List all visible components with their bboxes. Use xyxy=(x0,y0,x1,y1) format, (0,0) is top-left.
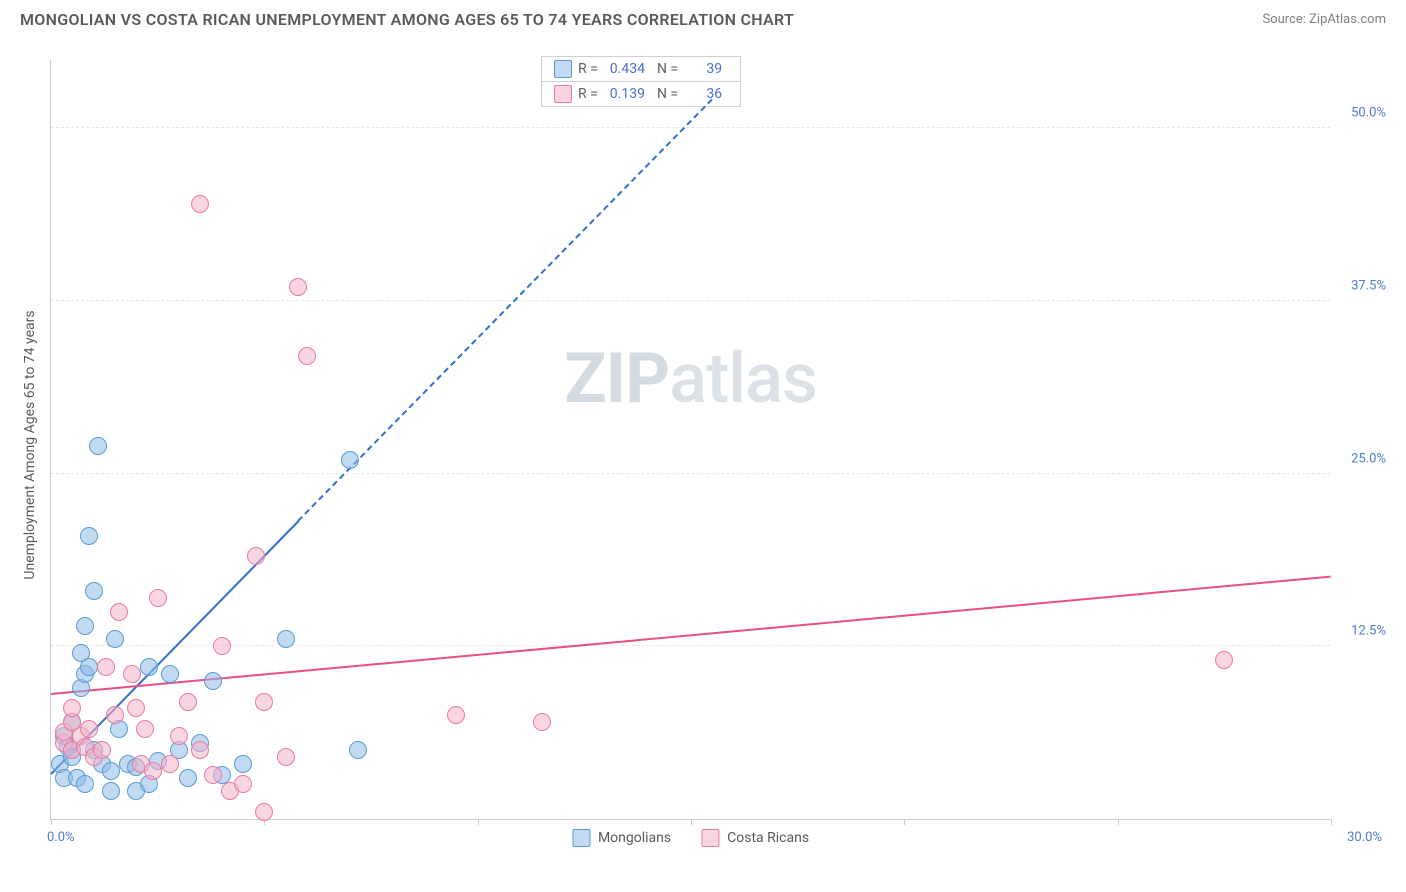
x-tick-mark xyxy=(904,819,905,825)
data-point-pink xyxy=(149,589,167,607)
r-label: R = xyxy=(578,86,598,102)
data-point-pink xyxy=(533,713,551,731)
legend-label: Costa Ricans xyxy=(727,830,809,846)
data-point-pink xyxy=(123,665,141,683)
plot-area: ZIPatlas R = 0.434 N = 39 R = 0.139 N = … xyxy=(50,60,1330,820)
y-tick-label: 25.0% xyxy=(1351,451,1386,466)
x-tick-mark xyxy=(51,819,52,825)
data-point-blue xyxy=(234,755,252,773)
data-point-pink xyxy=(63,699,81,717)
data-point-blue xyxy=(80,658,98,676)
data-point-pink xyxy=(204,766,222,784)
swatch-blue-icon xyxy=(554,60,572,78)
data-point-blue xyxy=(204,672,222,690)
data-point-pink xyxy=(80,720,98,738)
x-tick-mark xyxy=(1118,819,1119,825)
watermark: ZIPatlas xyxy=(564,338,817,420)
chart-container: Unemployment Among Ages 65 to 74 years Z… xyxy=(50,50,1380,840)
y-axis-label: Unemployment Among Ages 65 to 74 years xyxy=(22,310,38,579)
swatch-pink-icon xyxy=(554,85,572,103)
gridline xyxy=(51,300,1330,301)
data-point-blue xyxy=(80,527,98,545)
data-point-pink xyxy=(106,706,124,724)
data-point-pink xyxy=(1215,651,1233,669)
n-label: N = xyxy=(657,61,678,77)
data-point-pink xyxy=(127,699,145,717)
watermark-bold: ZIP xyxy=(564,338,669,420)
r-label: R = xyxy=(578,61,598,77)
data-point-pink xyxy=(255,803,273,821)
swatch-blue-icon xyxy=(572,829,590,847)
r-value-pink: 0.139 xyxy=(604,86,651,102)
trendline-pink xyxy=(51,575,1331,694)
data-point-pink xyxy=(144,762,162,780)
data-point-pink xyxy=(136,720,154,738)
gridline xyxy=(51,473,1330,474)
x-tick-mark xyxy=(1331,819,1332,825)
source-label: Source: xyxy=(1262,12,1305,27)
n-value-blue: 39 xyxy=(684,61,728,77)
y-tick-label: 37.5% xyxy=(1351,278,1386,293)
data-point-pink xyxy=(213,637,231,655)
x-tick-mark xyxy=(478,819,479,825)
data-point-blue xyxy=(179,769,197,787)
y-tick-label: 12.5% xyxy=(1351,624,1386,639)
source-attribution: Source: ZipAtlas.com xyxy=(1262,12,1386,27)
gridline xyxy=(51,127,1330,128)
data-point-blue xyxy=(85,582,103,600)
data-point-blue xyxy=(76,617,94,635)
data-point-blue xyxy=(102,762,120,780)
chart-title: MONGOLIAN VS COSTA RICAN UNEMPLOYMENT AM… xyxy=(20,10,794,29)
data-point-pink xyxy=(255,693,273,711)
legend-item-mongolians: Mongolians xyxy=(572,829,671,847)
data-point-pink xyxy=(298,347,316,365)
data-point-pink xyxy=(247,547,265,565)
legend-label: Mongolians xyxy=(598,830,671,846)
x-tick-label: 30.0% xyxy=(1347,830,1382,845)
data-point-pink xyxy=(110,603,128,621)
data-point-pink xyxy=(93,741,111,759)
data-point-pink xyxy=(289,278,307,296)
data-point-blue xyxy=(161,665,179,683)
data-point-blue xyxy=(349,741,367,759)
series-legend: Mongolians Costa Ricans xyxy=(572,829,809,847)
data-point-pink xyxy=(277,748,295,766)
data-point-pink xyxy=(191,741,209,759)
chart-header: MONGOLIAN VS COSTA RICAN UNEMPLOYMENT AM… xyxy=(0,0,1406,35)
x-tick-label: 0.0% xyxy=(47,830,75,845)
n-value-pink: 36 xyxy=(684,86,728,102)
data-point-blue xyxy=(140,658,158,676)
data-point-pink xyxy=(170,727,188,745)
trendline-blue-dash xyxy=(298,99,713,522)
gridline xyxy=(51,645,1330,646)
data-point-pink xyxy=(191,195,209,213)
data-point-blue xyxy=(89,437,107,455)
y-tick-label: 50.0% xyxy=(1351,106,1386,121)
data-point-pink xyxy=(97,658,115,676)
data-point-pink xyxy=(447,706,465,724)
data-point-pink xyxy=(161,755,179,773)
r-value-blue: 0.434 xyxy=(604,61,651,77)
data-point-blue xyxy=(102,782,120,800)
n-label: N = xyxy=(657,86,678,102)
legend-item-costaricans: Costa Ricans xyxy=(701,829,809,847)
data-point-pink xyxy=(234,775,252,793)
data-point-blue xyxy=(341,451,359,469)
x-tick-mark xyxy=(691,819,692,825)
data-point-blue xyxy=(76,775,94,793)
legend-row-blue: R = 0.434 N = 39 xyxy=(542,57,740,81)
watermark-light: atlas xyxy=(669,338,817,420)
data-point-blue xyxy=(106,630,124,648)
swatch-pink-icon xyxy=(701,829,719,847)
data-point-pink xyxy=(179,693,197,711)
source-name: ZipAtlas.com xyxy=(1309,12,1386,27)
data-point-blue xyxy=(277,630,295,648)
